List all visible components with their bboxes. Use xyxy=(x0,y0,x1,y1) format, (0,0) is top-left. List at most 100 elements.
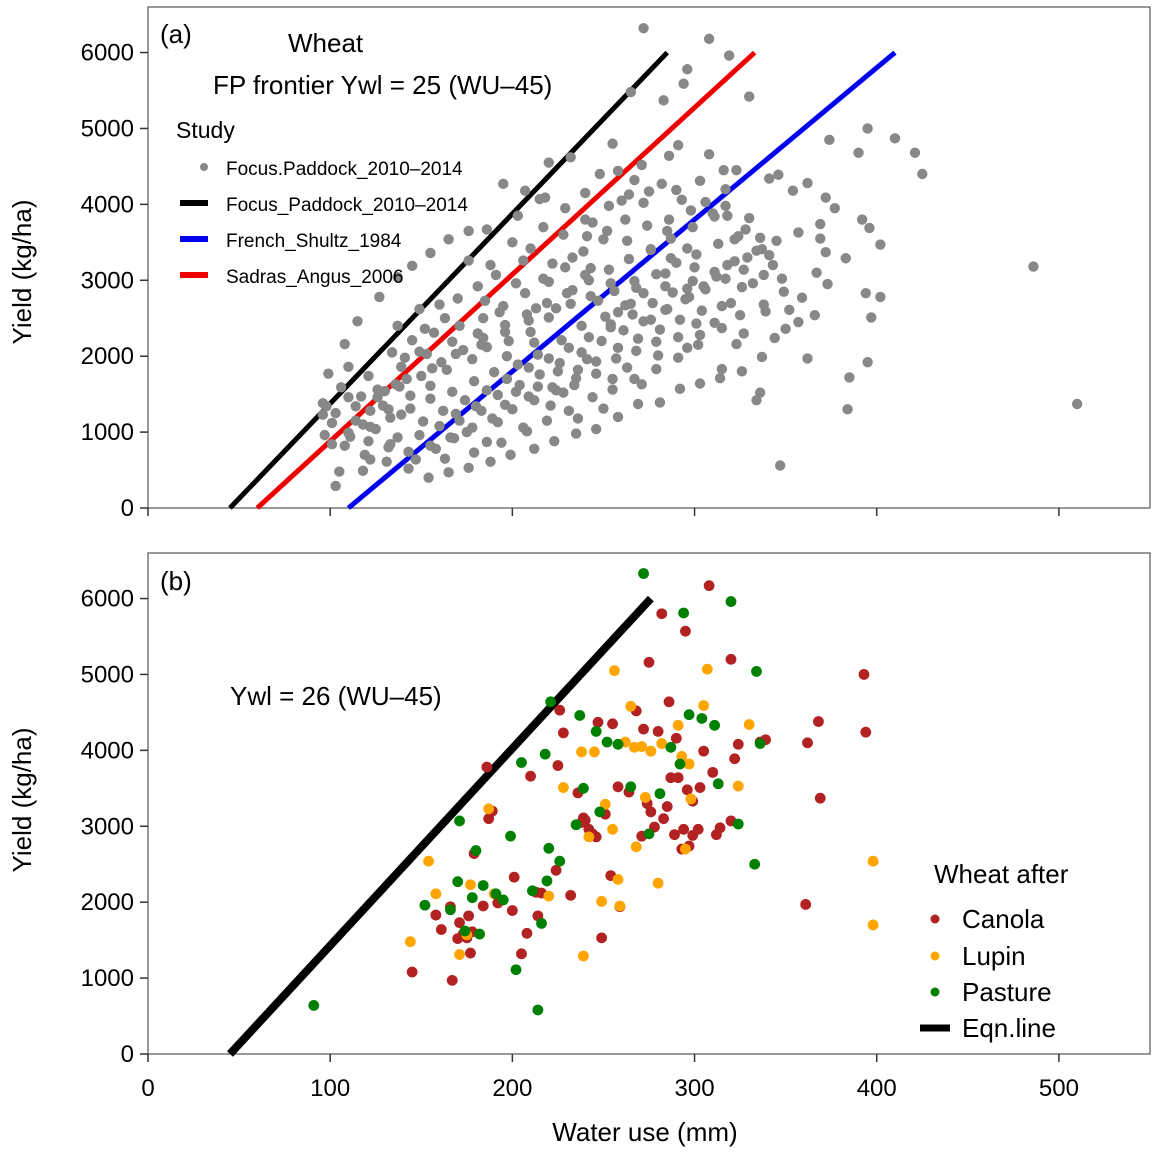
data-point-focus-paddock-2010-2014 xyxy=(494,306,505,318)
panel-b-x-axis: 0 100 200 300 400 500 xyxy=(141,1054,1079,1102)
data-point-focus-paddock-2010-2014 xyxy=(529,443,540,454)
data-point-focus-paddock-2010-2014 xyxy=(425,393,436,404)
data-point-focus-paddock-2010-2014 xyxy=(627,309,638,320)
data-point-focus-paddock-2010-2014 xyxy=(714,372,726,384)
data-point-focus-paddock-2010-2014 xyxy=(603,200,615,212)
panel-a-legend-title: Study xyxy=(176,117,235,143)
data-point-focus-paddock-2010-2014 xyxy=(603,264,615,275)
data-point-canola xyxy=(596,932,608,944)
data-point-lupin xyxy=(612,874,624,885)
data-point-lupin xyxy=(680,843,691,855)
data-point-focus-paddock-2010-2014 xyxy=(643,186,655,197)
data-point-focus-paddock-2010-2014 xyxy=(372,384,383,395)
y-tick-label: 5000 xyxy=(81,115,134,142)
y-tick-label: 3000 xyxy=(81,813,134,840)
data-point-focus-paddock-2010-2014 xyxy=(612,411,624,423)
data-point-canola xyxy=(681,784,693,796)
data-point-canola xyxy=(481,761,493,773)
data-point-focus-paddock-2010-2014 xyxy=(700,196,711,208)
data-point-focus-paddock-2010-2014 xyxy=(490,269,502,281)
data-point-focus-paddock-2010-2014 xyxy=(621,362,633,373)
data-point-pasture xyxy=(709,719,720,731)
data-point-focus-paddock-2010-2014 xyxy=(335,382,347,393)
data-point-focus-paddock-2010-2014 xyxy=(802,353,813,364)
data-point-canola xyxy=(612,781,624,793)
data-point-focus-paddock-2010-2014 xyxy=(392,320,403,332)
data-point-focus-paddock-2010-2014 xyxy=(518,255,529,266)
data-point-lupin xyxy=(557,782,569,793)
data-point-lupin xyxy=(614,900,626,912)
data-point-pasture xyxy=(308,1000,320,1011)
panel-b-frame xyxy=(147,552,1151,1055)
data-point-canola xyxy=(656,608,668,620)
data-point-pasture xyxy=(510,964,522,976)
data-point-focus-paddock-2010-2014 xyxy=(718,165,729,176)
data-point-focus-paddock-2010-2014 xyxy=(443,467,454,478)
data-point-focus-paddock-2010-2014 xyxy=(434,420,445,432)
data-point-focus-paddock-2010-2014 xyxy=(545,400,556,411)
data-point-focus-paddock-2010-2014 xyxy=(796,292,808,303)
data-point-focus-paddock-2010-2014 xyxy=(580,187,591,199)
data-point-focus-paddock-2010-2014 xyxy=(363,370,374,382)
data-point-pasture xyxy=(477,880,489,891)
data-point-focus-paddock-2010-2014 xyxy=(507,237,518,248)
data-point-focus-paddock-2010-2014 xyxy=(343,391,354,403)
data-point-focus-paddock-2010-2014 xyxy=(638,287,649,299)
data-point-focus-paddock-2010-2014 xyxy=(581,231,593,242)
data-point-focus-paddock-2010-2014 xyxy=(720,183,731,195)
data-point-focus-paddock-2010-2014 xyxy=(443,234,454,245)
data-point-focus-paddock-2010-2014 xyxy=(621,235,633,246)
data-point-focus-paddock-2010-2014 xyxy=(631,282,642,294)
data-point-focus-paddock-2010-2014 xyxy=(550,303,562,314)
data-point-focus-paddock-2010-2014 xyxy=(434,299,445,310)
data-point-focus-paddock-2010-2014 xyxy=(359,449,370,461)
data-point-canola xyxy=(672,772,684,784)
data-point-focus-paddock-2010-2014 xyxy=(572,413,584,424)
panel-a-subtitle: FP frontier Ywl = 25 (WU–45) xyxy=(213,70,552,100)
data-point-focus-paddock-2010-2014 xyxy=(672,139,684,151)
data-point-focus-paddock-2010-2014 xyxy=(479,295,491,306)
data-point-focus-paddock-2010-2014 xyxy=(541,415,553,426)
panel-b: 0 1000 2000 3000 4000 5000 6000 0 100 200 300 400 5… xyxy=(7,552,1151,1147)
data-point-focus-paddock-2010-2014 xyxy=(463,462,474,473)
data-point-focus-paddock-2010-2014 xyxy=(758,299,769,310)
data-point-pasture xyxy=(497,894,509,906)
data-point-pasture xyxy=(578,782,589,794)
data-point-focus-paddock-2010-2014 xyxy=(685,205,697,216)
data-point-focus-paddock-2010-2014 xyxy=(671,184,682,196)
data-point-focus-paddock-2010-2014 xyxy=(463,255,474,266)
panel-a-x-axis xyxy=(147,508,1060,516)
data-point-lupin xyxy=(683,758,695,770)
data-point-focus-paddock-2010-2014 xyxy=(720,200,731,212)
data-point-focus-paddock-2010-2014 xyxy=(631,345,642,357)
data-point-focus-paddock-2010-2014 xyxy=(607,373,618,385)
data-point-focus-paddock-2010-2014 xyxy=(538,273,549,284)
data-point-focus-paddock-2010-2014 xyxy=(740,224,751,235)
data-point-canola xyxy=(645,806,657,818)
data-point-focus-paddock-2010-2014 xyxy=(550,385,562,396)
data-point-focus-paddock-2010-2014 xyxy=(709,266,720,278)
data-point-lupin xyxy=(465,879,476,891)
data-point-focus-paddock-2010-2014 xyxy=(815,233,826,244)
data-point-focus-paddock-2010-2014 xyxy=(396,361,407,373)
data-point-focus-paddock-2010-2014 xyxy=(488,366,500,378)
data-point-focus-paddock-2010-2014 xyxy=(590,368,602,379)
data-point-lupin xyxy=(608,665,620,677)
data-point-lupin xyxy=(596,896,608,907)
data-point-pasture xyxy=(696,713,708,724)
data-point-pasture xyxy=(732,818,744,830)
data-point-focus-paddock-2010-2014 xyxy=(722,210,733,221)
fit-line-sadras-angus-2006 xyxy=(255,50,757,510)
data-point-canola xyxy=(592,716,604,728)
data-point-focus-paddock-2010-2014 xyxy=(485,259,496,271)
data-point-pasture xyxy=(466,892,478,904)
data-point-focus-paddock-2010-2014 xyxy=(481,224,493,235)
data-point-focus-paddock-2010-2014 xyxy=(658,95,669,106)
data-point-lupin xyxy=(652,877,664,889)
panel-b-annotation: Ywl = 26 (WU–45) xyxy=(230,681,442,711)
data-point-focus-paddock-2010-2014 xyxy=(909,147,921,158)
data-point-pasture xyxy=(574,710,586,721)
data-point-canola xyxy=(521,927,533,939)
y-tick-label: 0 xyxy=(121,495,134,522)
data-point-focus-paddock-2010-2014 xyxy=(641,220,653,231)
